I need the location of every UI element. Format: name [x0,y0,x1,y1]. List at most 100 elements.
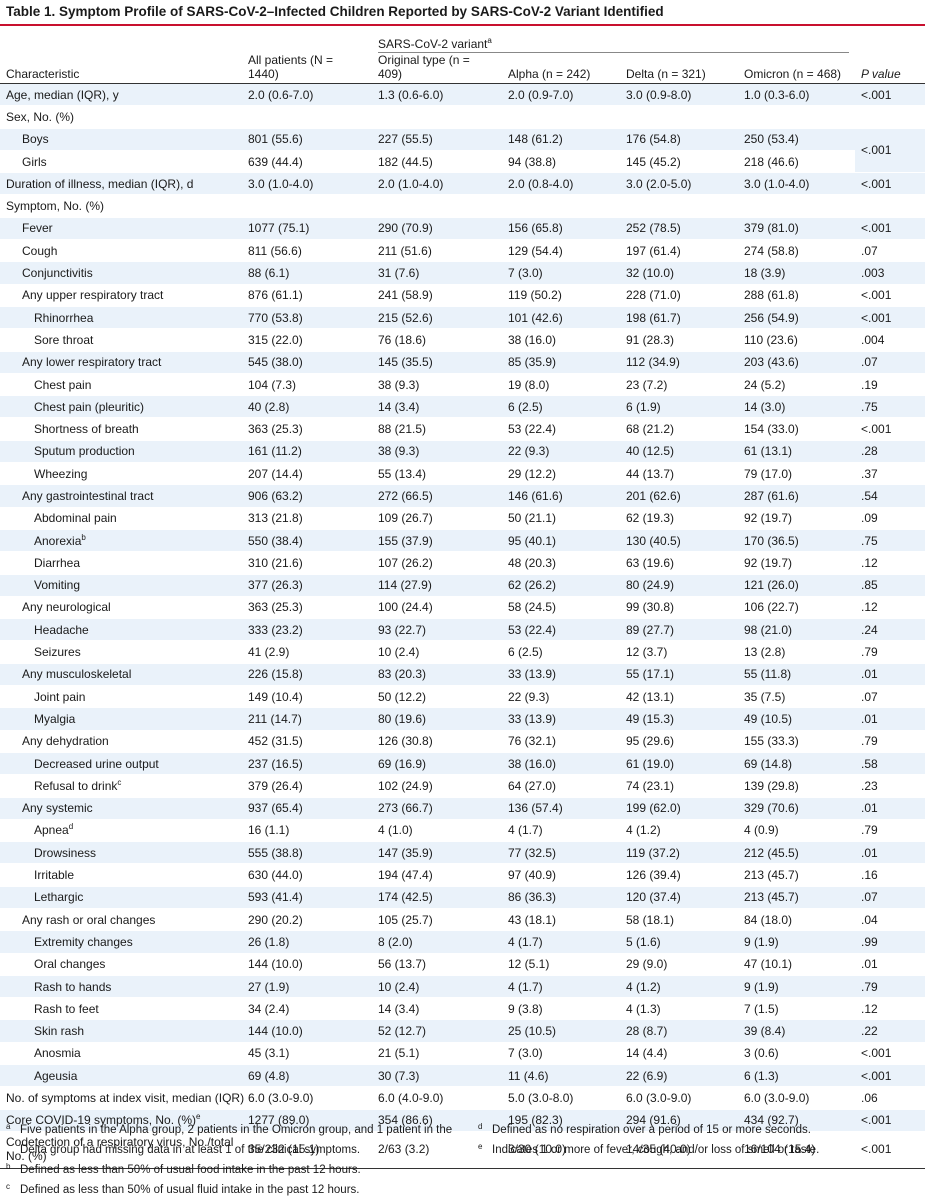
cell-pvalue: <.001 [855,1109,925,1132]
row-label: Any gastrointestinal tract [0,484,242,508]
table-row: Any upper respiratory tract 876 (61.1) 241… [0,284,925,307]
table-row: Any neurological 363 (25.3) 100 (24.4) 58 (… [0,596,925,619]
footnote-marker: b [81,532,86,542]
cell-omicron: 379 (81.0) [738,217,856,240]
cell-all: 310 (21.6) [242,551,372,575]
row-label-text: Sore throat [34,332,94,347]
table-row: Duration of illness, median (IQR), d 3.0 … [0,172,925,195]
cell-alpha: 43 (18.1) [502,908,620,931]
row-label-text: Rhinorrhea [34,310,94,325]
cell-pvalue [855,105,925,129]
cell-orig: 145 (35.5) [372,351,502,374]
cell-pvalue: .12 [855,596,925,619]
row-label: Sputum production [0,440,242,463]
row-label-text: Headache [34,622,89,637]
cell-delta: 95 (29.6) [620,730,738,753]
cell-alpha: 38 (16.0) [502,752,620,775]
cell-pvalue: .58 [855,752,925,775]
cell-pvalue: .79 [855,730,925,753]
table-row: Symptom, No. (%) [0,194,925,218]
cell-orig: 52 (12.7) [372,1019,502,1043]
cell-pvalue: .22 [855,1019,925,1043]
row-label-text: Core COVID-19 symptoms, No. (%) [6,1113,197,1128]
cell-omicron: 92 (19.7) [738,551,856,575]
cell-pvalue: .01 [855,841,925,864]
cell-omicron: 213 (45.7) [738,886,856,909]
row-label: Any systemic [0,797,242,820]
cell-omicron: 329 (70.6) [738,797,856,820]
cell-pvalue: <.001 [855,172,925,195]
cell-pvalue: .07 [855,239,925,262]
cell-alpha: 48 (20.3) [502,551,620,575]
footnote: c Defined as less than 50% of usual fluid… [6,1180,476,1200]
cell-omicron: 288 (61.8) [738,284,856,307]
cell-alpha: 5.0 (3.0-8.0) [502,1086,620,1110]
cell-omicron: 434 (92.7) [738,1109,856,1132]
cell-orig: 290 (70.9) [372,217,502,240]
row-label: Conjunctivitis [0,261,242,285]
cell-delta: 201 (62.6) [620,484,738,508]
cell-all: 1077 (75.1) [242,217,372,240]
cell-delta: 294 (91.6) [620,1109,738,1132]
cell-delta: 130 (40.5) [620,529,738,552]
cell-alpha: 19 (8.0) [502,373,620,396]
cell-omicron: 55 (11.8) [738,663,856,686]
footnote-mark: a [6,1122,11,1131]
row-label-text: Any neurological [22,600,111,615]
row-label-text: Abdominal pain [34,511,117,526]
cell-orig: 100 (24.4) [372,596,502,619]
row-label: Any upper respiratory tract [0,284,242,307]
cell-pvalue: .07 [855,685,925,708]
cell-alpha: 129 (54.4) [502,239,620,262]
table-row: Girls 639 (44.4) 182 (44.5) 94 (38.8) 145 (4… [0,150,925,173]
cell-delta: 3.0 (2.0-5.0) [620,172,738,195]
row-label: Anorexiab [0,529,242,552]
cell-orig: 10 (2.4) [372,640,502,664]
cell-all: 313 (21.8) [242,507,372,530]
row-label: Rhinorrhea [0,306,242,329]
cell-orig: 147 (35.9) [372,841,502,864]
row-label-text: Apnea [34,823,69,838]
cell-all: 550 (38.4) [242,529,372,552]
cell-alpha: 33 (13.9) [502,707,620,731]
cell-delta: 12 (3.7) [620,640,738,664]
cell-orig: 38 (9.3) [372,373,502,396]
cell-delta: 199 (62.0) [620,797,738,820]
footnote-mark: d [478,1122,483,1131]
cell-pvalue: .01 [855,663,925,686]
cell-all: 6.0 (3.0-9.0) [242,1086,372,1110]
cell-all: 69 (4.8) [242,1064,372,1087]
row-label: Joint pain [0,685,242,708]
cell-all: 593 (41.4) [242,886,372,909]
cell-pvalue: .99 [855,930,925,954]
cell-pvalue: .75 [855,529,925,552]
cell-all: 1277 (89.0) [242,1109,372,1132]
cell-pvalue: .07 [855,351,925,374]
row-label: Sore throat [0,328,242,352]
cell-orig: 4 (1.0) [372,819,502,842]
cell-pvalue: .06 [855,1086,925,1110]
cell-pvalue [855,194,925,218]
cell-omicron: 155 (33.3) [738,730,856,753]
cell-alpha: 11 (4.6) [502,1064,620,1087]
cell-omicron: 61 (13.1) [738,440,856,463]
cell-pvalue: .09 [855,507,925,530]
cell-pvalue: .003 [855,261,925,285]
row-label-text: Chest pain (pleuritic) [34,399,145,414]
cell-delta: 61 (19.0) [620,752,738,775]
cell-omicron: 98 (21.0) [738,618,856,641]
cell-omicron: 212 (45.5) [738,841,856,864]
cell-omicron: 47 (10.1) [738,953,856,976]
cell-omicron: 6.0 (3.0-9.0) [738,1086,856,1110]
cell-omicron: 287 (61.6) [738,484,856,508]
cell-orig: 105 (25.7) [372,908,502,931]
cell-alpha: 12 (5.1) [502,953,620,976]
row-label-text: Extremity changes [34,934,133,949]
cell-all: 801 (55.6) [242,128,372,151]
table-row: Fever 1077 (75.1) 290 (70.9) 156 (65.8) 252 … [0,217,925,240]
cell-alpha: 7 (3.0) [502,1042,620,1065]
cell-orig: 83 (20.3) [372,663,502,686]
cell-pvalue: .54 [855,484,925,508]
table-row: Vomiting 377 (26.3) 114 (27.9) 62 (26.2) 80 … [0,574,925,597]
